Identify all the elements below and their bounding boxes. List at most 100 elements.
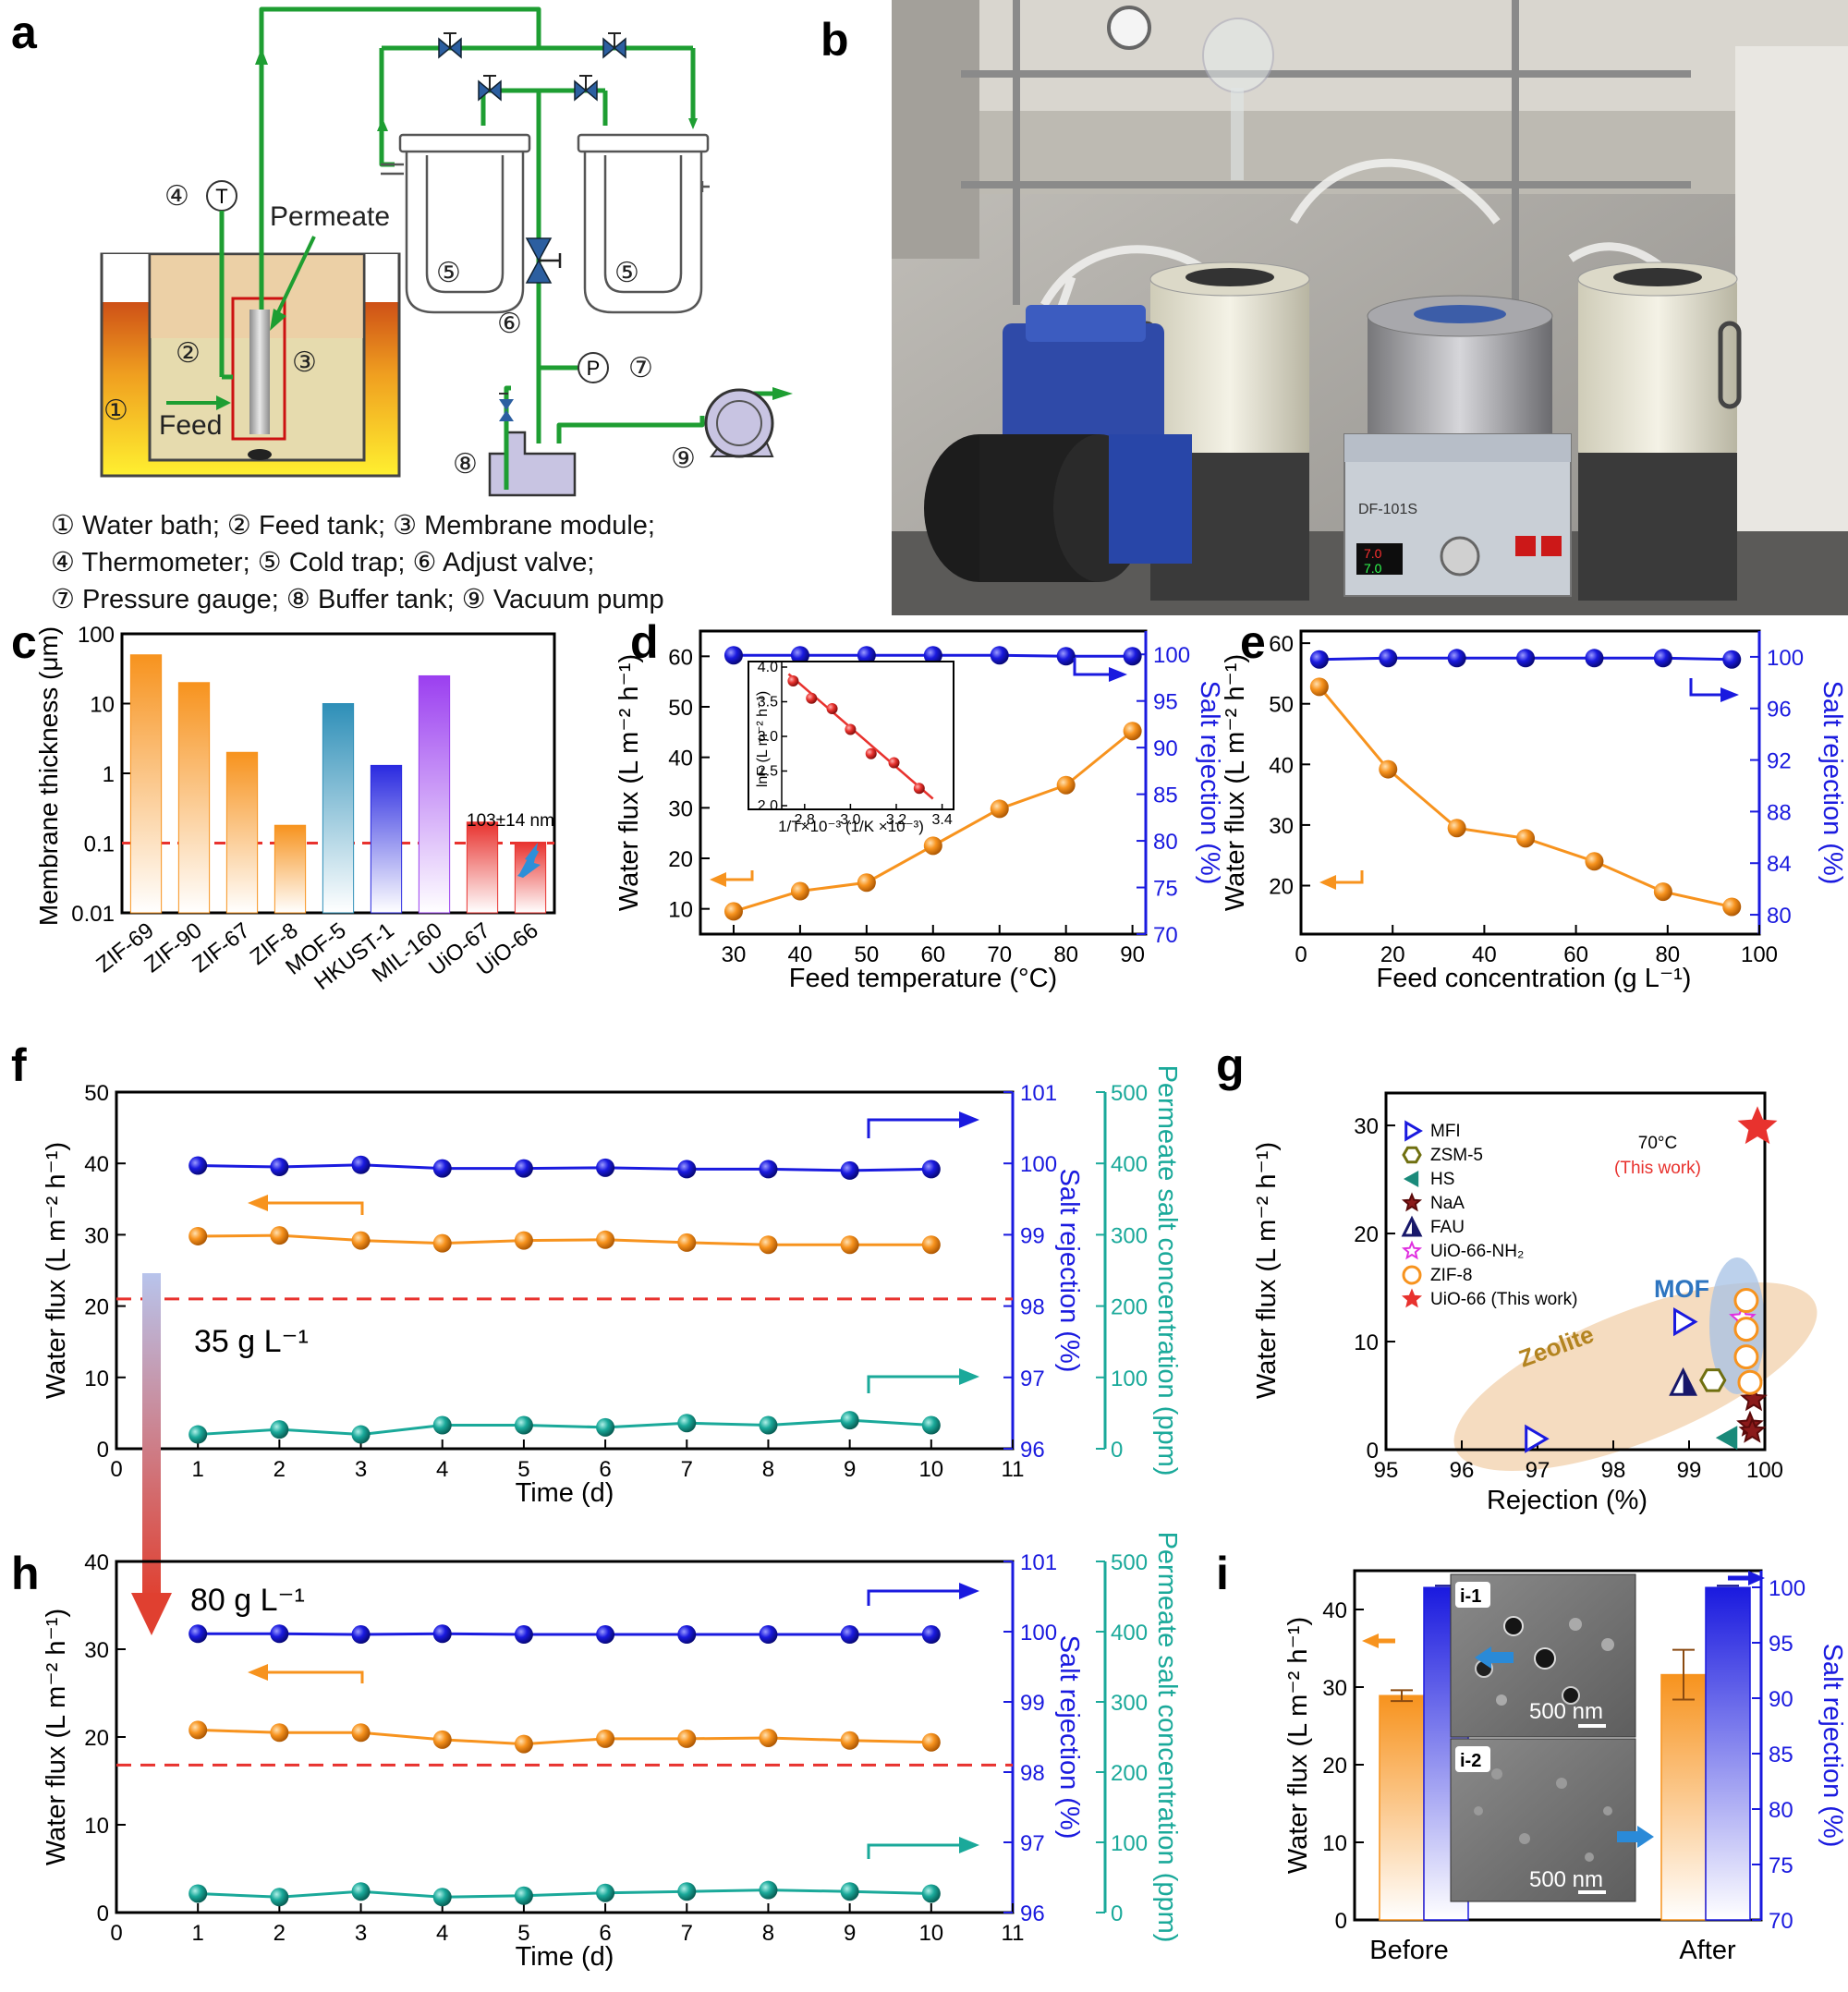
water-flux-point [921, 1732, 941, 1752]
axes: 95 96 97 98 99 100 0 10 20 30 [1354, 1114, 1783, 1483]
y-tick-label: 0.1 [84, 832, 115, 857]
pressure-gauge-icon [578, 352, 609, 383]
inset-y-tick-label: 3.0 [758, 729, 778, 745]
axes: 0 10 20 30 40 70 75 80 85 90 95 100 [1322, 1576, 1805, 1934]
y2-tick-label: 99 [1020, 1223, 1045, 1248]
inset-arrhenius: 2.8 3.0 3.2 3.4 2.0 2.5 3.0 3.5 4.0 [758, 660, 953, 828]
x-axis-label: Rejection (%) [1487, 1486, 1647, 1515]
bar-zif-8 [274, 824, 307, 914]
salt-rejection-point [923, 646, 942, 665]
salt-rejection-point [514, 1159, 533, 1178]
label-n2: ② [176, 338, 201, 369]
label-n8: ⑧ [453, 449, 478, 480]
x-tick-label: 10 [918, 1457, 943, 1482]
salt-rejection-point [1653, 649, 1672, 668]
legend-marker [1404, 1171, 1419, 1187]
arrow-orange [248, 1195, 364, 1215]
membrane-tube [249, 310, 270, 434]
permeate-concentration-point [432, 1415, 452, 1435]
arrow-blue [867, 1111, 979, 1138]
series [188, 1624, 941, 1907]
svg-text:T: T [215, 185, 227, 208]
salt-rejection-point [790, 646, 809, 665]
salt-rejection-point [188, 1624, 208, 1644]
water-flux-point [790, 881, 809, 901]
panel-letter-e: e [1240, 616, 1266, 668]
bar-mil-160 [418, 674, 451, 914]
y2-tick-label: 99 [1020, 1691, 1045, 1716]
inset-label: i-2 [1460, 1751, 1481, 1771]
inset-point [845, 723, 857, 735]
y2-tick-label: 95 [1769, 1632, 1793, 1657]
x-tick-label: 98 [1601, 1458, 1626, 1483]
x-tick-label: 9 [844, 1921, 856, 1946]
water-flux-point [270, 1226, 289, 1245]
point-zif-8 [1737, 1369, 1763, 1395]
photo-vacuum-pump [924, 305, 1192, 582]
legend-line-1: ① Water bath; ② Feed tank; ③ Membrane mo… [51, 511, 655, 541]
water-flux-point [351, 1723, 371, 1743]
arrow-teal [867, 1837, 979, 1859]
water-flux-point [759, 1235, 778, 1255]
x-tick-label: 60 [1563, 942, 1588, 967]
permeate-concentration-point [677, 1414, 697, 1433]
inset-x-tick-label: 3.4 [931, 812, 952, 828]
y3-tick-label: 400 [1111, 1152, 1148, 1177]
y-tick-label: 10 [90, 693, 115, 718]
inset-y-label: lnF (L m⁻² h⁻¹) [755, 691, 771, 787]
panel-letter-c: c [11, 616, 37, 668]
x-tick-label: 7 [681, 1921, 693, 1946]
inset-point [787, 675, 799, 686]
bar-zif-90 [177, 682, 211, 914]
point-fau-half [1683, 1370, 1696, 1395]
transition-arrow [131, 1273, 172, 1635]
y3-tick-label: 300 [1111, 1691, 1148, 1716]
y2-tick-label: 100 [1020, 1152, 1057, 1177]
arrow-to-right-axis [1073, 658, 1127, 682]
photo-cold-trap-right [1578, 277, 1737, 457]
y-tick-label: 20 [1269, 875, 1294, 900]
y2-tick-label: 80 [1153, 830, 1178, 855]
permeate-concentration-point [514, 1415, 533, 1435]
y2-tick-label: 70 [1769, 1909, 1793, 1934]
y-tick-label: 30 [1269, 814, 1294, 839]
y-tick-label: 0 [97, 1901, 109, 1926]
arrow-to-left-axis [1319, 870, 1364, 890]
y2-tick-label: 92 [1767, 749, 1792, 774]
inset-y-tick-label: 4.0 [758, 660, 778, 675]
point-zif-8 [1733, 1288, 1759, 1314]
point-zif-8 [1733, 1317, 1759, 1342]
y2-tick-label: 100 [1020, 1621, 1057, 1646]
legend-marker [1402, 1146, 1422, 1164]
bar-mof-5 [322, 703, 355, 914]
bar-zif-67 [225, 751, 259, 914]
x-tick-label: 0 [1295, 942, 1307, 967]
permeate-concentration-point [840, 1882, 859, 1901]
y2-axis-label: Salt rejection (%) [1054, 1169, 1084, 1373]
salt-rejection-point [840, 1160, 859, 1180]
permeate-concentration-point [270, 1888, 289, 1907]
y3-tick-label: 200 [1111, 1761, 1148, 1786]
permeate-concentration-point [270, 1420, 289, 1439]
x-tick-label: 8 [762, 1457, 774, 1482]
water-flux-line [198, 1233, 931, 1246]
y-tick-label: 10 [1354, 1330, 1379, 1355]
permeate-concentration-line [198, 1889, 931, 1899]
x-tick-labels: Before After [1369, 1936, 1736, 1965]
y-tick-label: 20 [1354, 1222, 1379, 1247]
water-flux-point [188, 1226, 208, 1245]
y-axis-label: Water flux (L m⁻² h⁻¹) [1283, 1617, 1313, 1874]
x-tick-label: 8 [762, 1921, 774, 1946]
x-tick-label: 40 [1472, 942, 1497, 967]
y-tick-label: 100 [78, 623, 115, 648]
y2-tick-label: 101 [1020, 1550, 1057, 1575]
salt-rejection-point [1447, 649, 1466, 668]
point-naa [1740, 1385, 1768, 1412]
series [723, 646, 1142, 921]
arrow-to-right-axis [1689, 678, 1739, 702]
salt-rejection-point [432, 1159, 452, 1178]
x-tick-label: 2 [274, 1457, 286, 1482]
water-flux-point [921, 1235, 941, 1255]
x-tick-label: 6 [599, 1921, 611, 1946]
bar-hkust-1 [370, 764, 403, 914]
